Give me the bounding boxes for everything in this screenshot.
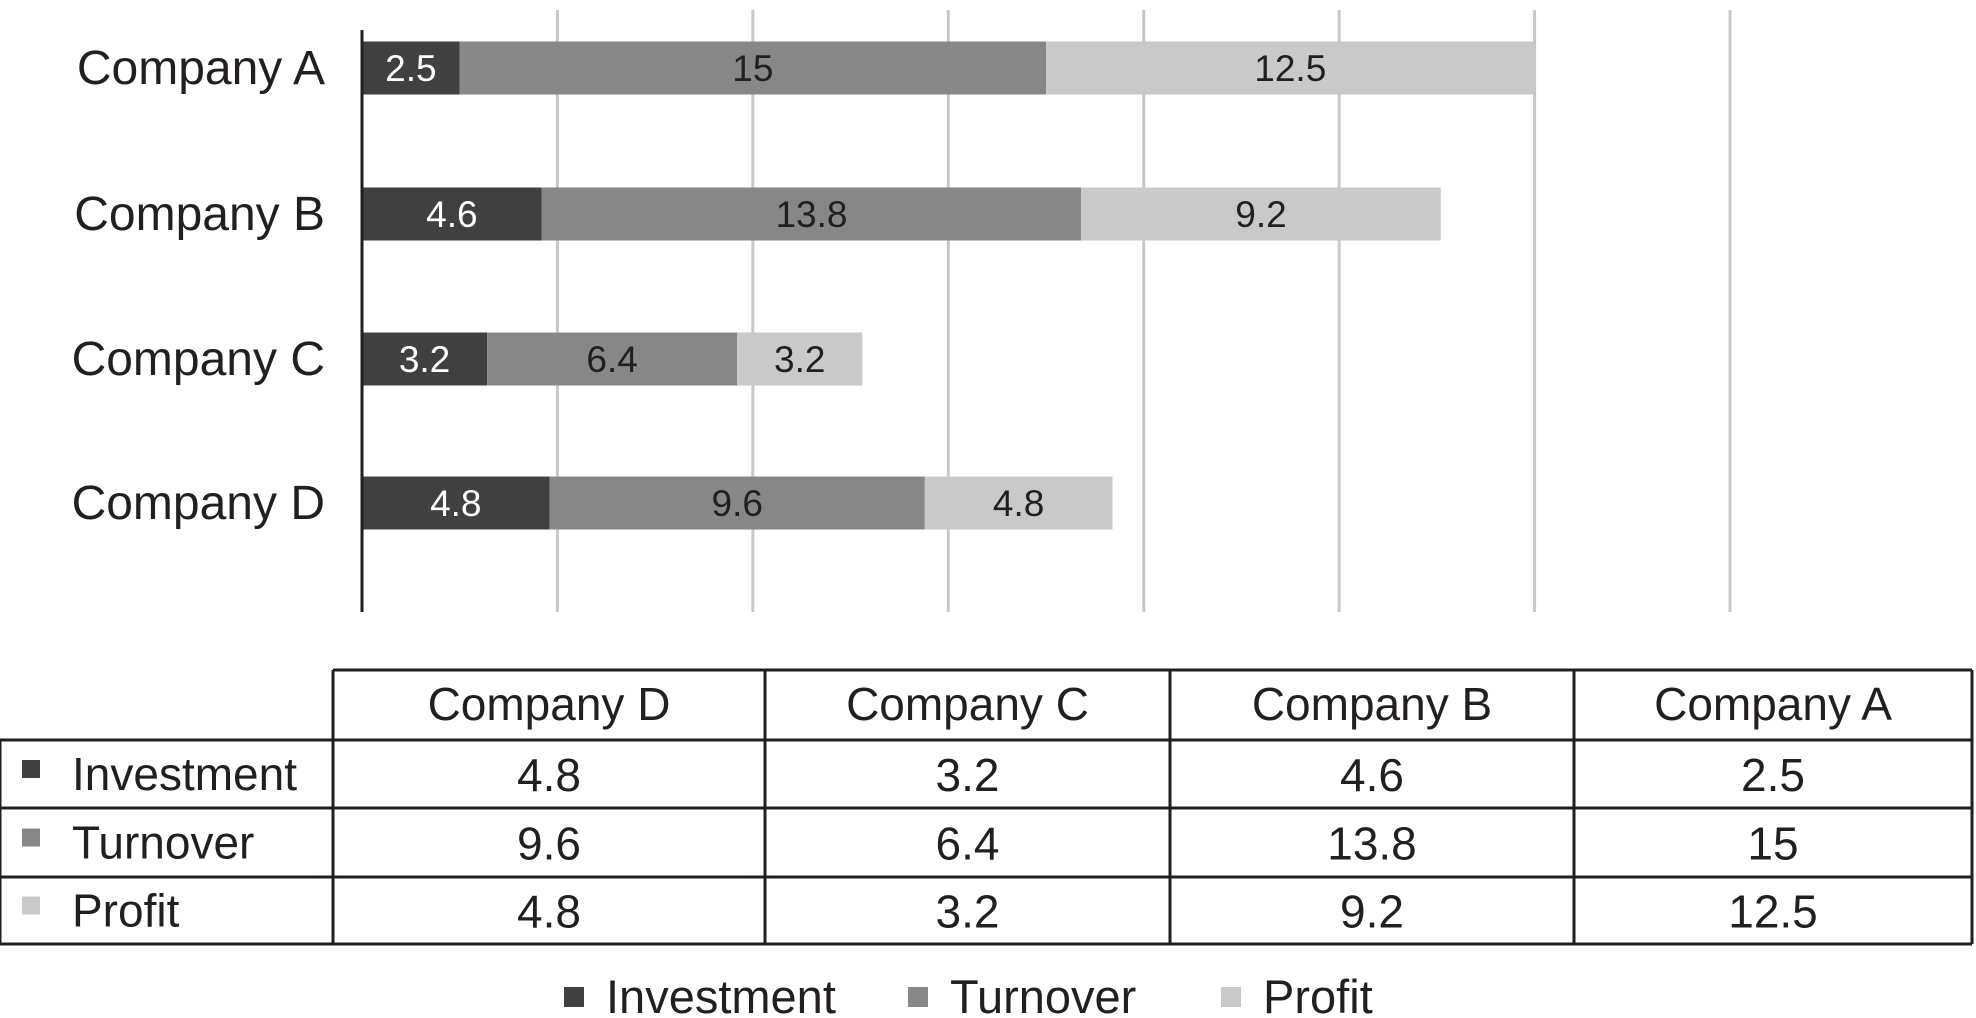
legend-label-profit: Profit [1263, 970, 1373, 1018]
legend: Investment Turnover Profit [564, 970, 1373, 1018]
legend-swatch-turnover [908, 987, 928, 1007]
table-row-label-investment: Investment [72, 748, 297, 800]
table-cell-turnover-company-d: 9.6 [517, 818, 581, 870]
category-label-company-d: Company D [72, 477, 325, 530]
table-header-company-b: Company B [1252, 678, 1492, 730]
data-label-investment-company-b: 4.6 [426, 194, 477, 235]
bar-turnover-company-b [541, 187, 1082, 241]
data-label-profit-company-c: 3.2 [774, 339, 825, 380]
bar-profit-company-d [924, 476, 1113, 530]
table-row-label-profit: Profit [72, 885, 180, 937]
table-cell-profit-company-d: 4.8 [517, 886, 581, 938]
gridlines [555, 10, 1732, 612]
bars: 2.5 15 12.5 4.6 13.8 9.2 3.2 6.4 3.2 4.8 9.6 4.8 [362, 41, 1535, 530]
table-header-company-d: Company D [428, 678, 671, 730]
table-cell-investment-company-b: 4.6 [1340, 749, 1404, 801]
data-table: Company D Company C Company B Company A Inve… [0, 668, 1974, 946]
data-label-turnover-company-a: 15 [732, 48, 773, 89]
data-label-investment-company-d: 4.8 [430, 483, 481, 524]
bar-turnover-company-c [487, 332, 738, 386]
category-labels: Company A Company B Company C Company D [72, 42, 325, 530]
bar-turnover-company-d [549, 476, 925, 530]
category-label-company-c: Company C [72, 333, 325, 386]
data-label-turnover-company-d: 9.6 [712, 483, 763, 524]
table-cell-turnover-company-a: 15 [1747, 818, 1798, 870]
table-cell-profit-company-b: 9.2 [1340, 886, 1404, 938]
table-cell-turnover-company-c: 6.4 [936, 818, 1000, 870]
data-label-turnover-company-c: 6.4 [586, 339, 637, 380]
table-cell-investment-company-a: 2.5 [1741, 749, 1805, 801]
table-cell-turnover-company-b: 13.8 [1327, 818, 1417, 870]
bar-profit-company-c [737, 332, 863, 386]
table-row-label-turnover: Turnover [72, 817, 254, 869]
category-label-company-a: Company A [77, 42, 325, 95]
table-legend-key-turnover [22, 828, 40, 847]
data-label-investment-company-c: 3.2 [399, 339, 450, 380]
data-label-profit-company-a: 12.5 [1254, 48, 1326, 89]
table-legend-key-profit [22, 896, 40, 915]
bar-investment-company-d [362, 476, 550, 530]
legend-label-turnover: Turnover [950, 970, 1136, 1018]
table-cell-profit-company-a: 12.5 [1728, 886, 1818, 938]
bar-investment-company-b [362, 187, 542, 241]
category-label-company-b: Company B [74, 188, 325, 241]
table-cell-investment-company-d: 4.8 [517, 749, 581, 801]
legend-label-investment: Investment [606, 970, 836, 1018]
legend-swatch-profit [1221, 987, 1241, 1007]
data-label-profit-company-b: 9.2 [1235, 194, 1286, 235]
bar-profit-company-b [1081, 187, 1441, 241]
bar-turnover-company-a [459, 41, 1046, 95]
legend-swatch-investment [564, 987, 584, 1007]
bar-profit-company-a [1046, 41, 1535, 95]
data-label-profit-company-d: 4.8 [993, 483, 1044, 524]
table-header-company-c: Company C [846, 678, 1089, 730]
bar-investment-company-c [362, 332, 488, 386]
bar-investment-company-a [362, 41, 460, 95]
table-header-company-a: Company A [1654, 678, 1892, 730]
table-cell-profit-company-c: 3.2 [936, 886, 1000, 938]
data-label-investment-company-a: 2.5 [385, 48, 436, 89]
table-legend-key-investment [22, 760, 40, 778]
table-cell-investment-company-c: 3.2 [936, 749, 1000, 801]
data-label-turnover-company-b: 13.8 [775, 194, 847, 235]
